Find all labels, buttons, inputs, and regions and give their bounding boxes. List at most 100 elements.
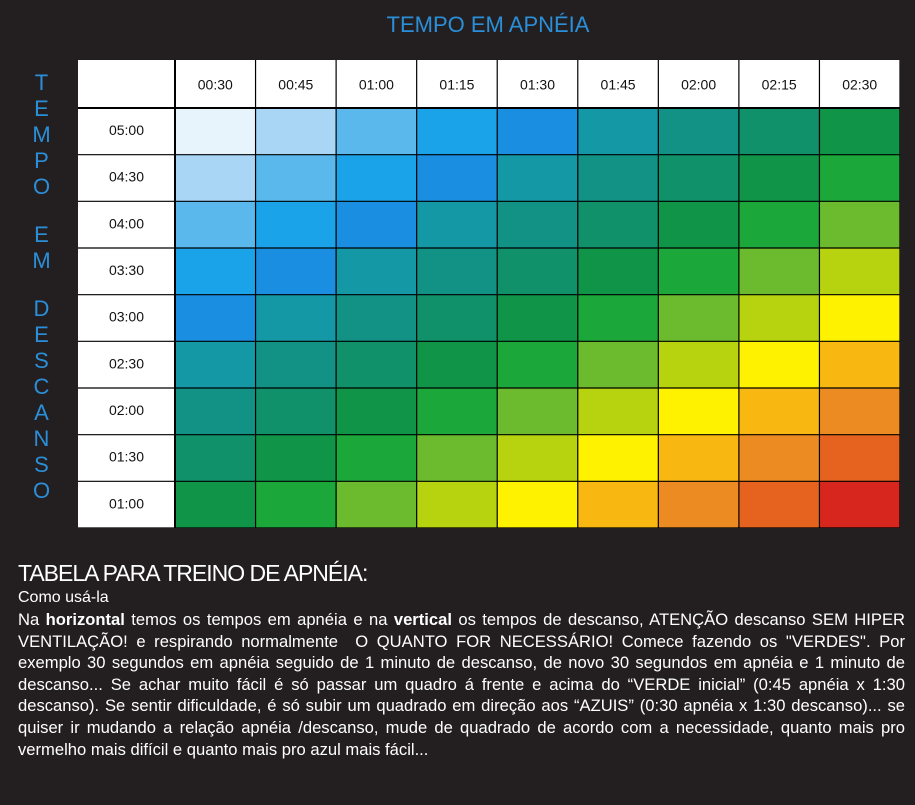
cell — [577, 154, 659, 202]
cell — [255, 388, 337, 435]
cell — [819, 481, 900, 528]
cell — [819, 154, 900, 202]
cell — [416, 154, 498, 202]
cell — [819, 388, 900, 435]
cell — [658, 434, 739, 482]
cell — [497, 388, 578, 435]
column-header: 01:30 — [520, 77, 555, 93]
cell — [255, 481, 337, 528]
cell — [175, 201, 256, 248]
cell — [577, 248, 659, 295]
cell — [416, 108, 498, 155]
row-header: 01:30 — [109, 449, 144, 465]
subheading: Como usá-la — [18, 589, 109, 606]
cell — [175, 248, 256, 295]
cell — [416, 388, 498, 435]
cell — [577, 341, 659, 388]
cell — [416, 481, 498, 528]
cell — [577, 434, 659, 482]
column-header: 02:15 — [762, 77, 797, 93]
cell — [336, 108, 417, 155]
cell — [658, 154, 739, 202]
cell — [336, 388, 417, 435]
cell — [738, 201, 820, 248]
side-word: EM — [29, 222, 54, 274]
cell — [336, 248, 417, 295]
cell — [497, 294, 578, 342]
heading: TABELA PARA TREINO DE APNÉIA: — [18, 560, 368, 586]
cell — [497, 481, 578, 528]
cell — [577, 201, 659, 248]
cell — [658, 341, 739, 388]
cell — [255, 341, 337, 388]
column-header: 02:00 — [681, 77, 716, 93]
cell — [416, 201, 498, 248]
cell — [819, 341, 900, 388]
text-run: vertical — [393, 610, 452, 629]
title: TEMPO EM APNÉIA — [386, 12, 590, 37]
text-run: os tempos de descanso, ATENÇÃO descanso … — [18, 610, 910, 759]
row-header: 01:00 — [109, 495, 144, 511]
cell — [255, 154, 337, 202]
row-header: 05:00 — [109, 122, 144, 138]
cell — [416, 294, 498, 342]
column-header: 00:30 — [198, 77, 233, 93]
column-header: 00:45 — [278, 77, 313, 93]
cell — [738, 108, 820, 155]
cell — [175, 481, 256, 528]
column-header: 01:15 — [439, 77, 474, 93]
cell — [175, 108, 256, 155]
cell — [255, 201, 337, 248]
cell — [738, 341, 820, 388]
cell — [255, 248, 337, 295]
cell — [738, 388, 820, 435]
cell — [577, 294, 659, 342]
cell — [577, 481, 659, 528]
cell — [255, 434, 337, 482]
cell — [416, 248, 498, 295]
side-word: TEMPO — [29, 70, 54, 200]
cell — [819, 108, 900, 155]
text-run: horizontal — [45, 610, 125, 629]
cell — [497, 108, 578, 155]
cell — [819, 434, 900, 482]
cell — [819, 201, 900, 248]
cell — [336, 434, 417, 482]
cell — [497, 434, 578, 482]
cell — [336, 201, 417, 248]
column-header: 02:30 — [842, 77, 877, 93]
cell — [658, 481, 739, 528]
cell — [255, 294, 337, 342]
text-run: Na — [18, 610, 46, 629]
cell — [738, 294, 820, 342]
cell — [336, 154, 417, 202]
cell — [658, 201, 739, 248]
cell — [175, 341, 256, 388]
row-header: 03:30 — [109, 262, 144, 278]
cell — [336, 341, 417, 388]
cell — [497, 248, 578, 295]
cell — [336, 481, 417, 528]
cell — [175, 388, 256, 435]
cell — [175, 294, 256, 342]
row-header: 04:30 — [109, 169, 144, 185]
cell — [658, 388, 739, 435]
cell — [658, 248, 739, 295]
text-run: temos os tempos em apnéia e na — [124, 610, 394, 629]
cell — [416, 434, 498, 482]
cell — [255, 108, 337, 155]
column-header: 01:45 — [601, 77, 636, 93]
paragraph: Na horizontal temos os tempos em apnéia … — [18, 609, 905, 760]
cell — [336, 294, 417, 342]
cell — [577, 108, 659, 155]
row-header: 02:00 — [109, 402, 144, 418]
row-header: 04:00 — [109, 215, 144, 231]
cell — [577, 388, 659, 435]
cell — [175, 154, 256, 202]
row-header: 03:00 — [109, 309, 144, 325]
cell — [658, 294, 739, 342]
cell — [738, 434, 820, 482]
row-header: 02:30 — [109, 355, 144, 371]
cell — [819, 248, 900, 295]
cell — [658, 108, 739, 155]
